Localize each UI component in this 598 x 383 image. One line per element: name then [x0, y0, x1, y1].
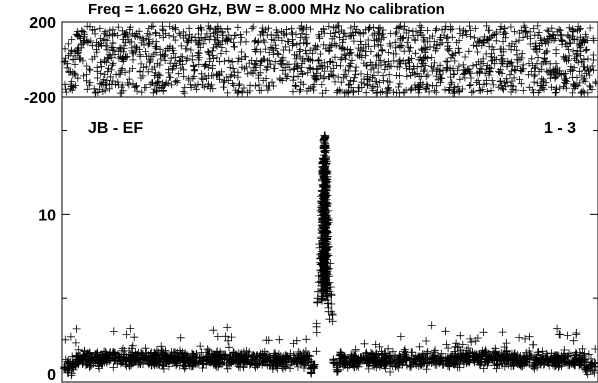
y-tick-label: 0	[47, 367, 56, 383]
amplitude-panel-frame	[61, 96, 598, 383]
channel-label: 1 - 3	[544, 120, 576, 137]
phase-scatter-marks	[60, 22, 598, 97]
y-tick-label: -200	[24, 90, 56, 107]
y-tick-label: 200	[29, 15, 56, 32]
amplitude-panel: 0 10 JB - EF 1 - 3	[38, 96, 598, 383]
phase-panel: 200 -200	[24, 15, 598, 107]
plot-title: Freq = 1.6620 GHz, BW = 8.000 MHz No cal…	[88, 1, 445, 18]
amplitude-scatter-marks	[60, 131, 598, 380]
amplitude-y-ticks: 0 10	[38, 130, 598, 383]
amplitude-points	[60, 131, 598, 380]
y-tick-label: 10	[38, 207, 56, 224]
phase-points	[60, 22, 598, 97]
baseline-label: JB - EF	[88, 120, 143, 137]
